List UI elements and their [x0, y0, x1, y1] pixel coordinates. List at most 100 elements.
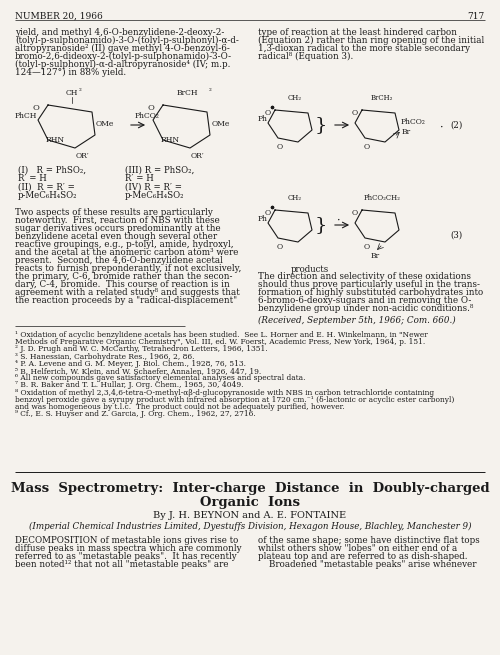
- Text: Br: Br: [370, 252, 380, 260]
- Text: yield, and methyl 4,6-O-benzylidene-2-deoxy-2-: yield, and methyl 4,6-O-benzylidene-2-de…: [15, 28, 225, 37]
- Text: BrCH₂: BrCH₂: [371, 94, 393, 102]
- Text: type of reaction at the least hindered carbon: type of reaction at the least hindered c…: [258, 28, 457, 37]
- Text: (Imperial Chemical Industries Limited, Dyestuffs Division, Hexagon House, Blachl: (Imperial Chemical Industries Limited, D…: [29, 522, 471, 531]
- Text: O: O: [148, 104, 154, 112]
- Text: ₂: ₂: [79, 85, 82, 93]
- Text: ⁵ B. Helferich, W. Klein, and W. Schaefer, Annalen, 1926, 447, 19.: ⁵ B. Helferich, W. Klein, and W. Schaefe…: [15, 367, 261, 375]
- Text: diffuse peaks in mass spectra which are commonly: diffuse peaks in mass spectra which are …: [15, 544, 241, 553]
- Text: 6-bromo-6-deoxy-sugars and in removing the O-: 6-bromo-6-deoxy-sugars and in removing t…: [258, 296, 472, 305]
- Text: present.  Second, the 4,6-O-benzylidene acetal: present. Second, the 4,6-O-benzylidene a…: [15, 256, 223, 265]
- Text: p-MeC₆H₄SO₂: p-MeC₆H₄SO₂: [125, 191, 184, 200]
- Text: been noted¹² that not all "metastable peaks" are: been noted¹² that not all "metastable pe…: [15, 560, 229, 569]
- Text: O: O: [364, 143, 370, 151]
- Text: (IV) R = R′ =: (IV) R = R′ =: [125, 183, 182, 192]
- Text: ² J. D. Prugh and W. C. McCarthy, Tetrahedron Letters, 1966, 1351.: ² J. D. Prugh and W. C. McCarthy, Tetrah…: [15, 345, 268, 354]
- Text: OMe: OMe: [212, 120, 231, 128]
- Text: whilst others show "lobes" on either end of a: whilst others show "lobes" on either end…: [258, 544, 457, 553]
- Text: ³ S. Hanessian, Carbohydrate Res., 1966, 2, 86.: ³ S. Hanessian, Carbohydrate Res., 1966,…: [15, 352, 194, 361]
- Text: altropyranoside² (II) gave methyl 4-O-benzoyl-6-: altropyranoside² (II) gave methyl 4-O-be…: [15, 44, 230, 53]
- Text: reacts to furnish preponderantly, if not exclusively,: reacts to furnish preponderantly, if not…: [15, 264, 241, 273]
- Text: PhCO₂: PhCO₂: [135, 112, 160, 120]
- Text: O: O: [364, 243, 370, 251]
- Text: 124—127°) in 88% yield.: 124—127°) in 88% yield.: [15, 68, 126, 77]
- Text: ⁸ Oxidation of methyl 2,3,4,6-tetra-O-methyl-αβ-d-glucopyranoside with NBS in ca: ⁸ Oxidation of methyl 2,3,4,6-tetra-O-me…: [15, 388, 434, 396]
- Text: R′ = H: R′ = H: [18, 174, 47, 183]
- Text: and was homogeneous by t.l.c.  The product could not be adequately purified, how: and was homogeneous by t.l.c. The produc…: [15, 403, 344, 411]
- Text: the reaction proceeds by a "radical-displacement": the reaction proceeds by a "radical-disp…: [15, 296, 237, 305]
- Text: formation of highly substituted carbohydrates into: formation of highly substituted carbohyd…: [258, 288, 483, 297]
- Text: NUMBER 20, 1966: NUMBER 20, 1966: [15, 12, 103, 21]
- Text: products: products: [291, 265, 329, 274]
- Text: ⁹ Cf., E. S. Huyser and Z. Garcia, J. Org. Chem., 1962, 27, 2716.: ⁹ Cf., E. S. Huyser and Z. Garcia, J. Or…: [15, 410, 256, 418]
- Text: ¹ Oxidation of acyclic benzylidene acetals has been studied.  See L. Horner and : ¹ Oxidation of acyclic benzylidene aceta…: [15, 331, 428, 339]
- Text: agreement with a related study⁸ and suggests that: agreement with a related study⁸ and sugg…: [15, 288, 240, 297]
- Text: radical⁸ (Equation 3).: radical⁸ (Equation 3).: [258, 52, 353, 61]
- Text: BrCH: BrCH: [176, 89, 198, 97]
- Text: (I)   R = PhSO₂,: (I) R = PhSO₂,: [18, 166, 86, 175]
- Text: R′ = H: R′ = H: [125, 174, 154, 183]
- Text: O: O: [277, 243, 283, 251]
- Text: PhCH: PhCH: [15, 112, 38, 120]
- Text: (III) R = PhSO₂,: (III) R = PhSO₂,: [125, 166, 194, 175]
- Text: ⁷ B. R. Baker and T. L. Hullar, J. Org. Chem., 1965, 30, 4049.: ⁷ B. R. Baker and T. L. Hullar, J. Org. …: [15, 381, 243, 390]
- Text: (tolyl-p-sulphonyl)-α-d-altropyranoside⁴ (IV; m.p.: (tolyl-p-sulphonyl)-α-d-altropyranoside⁴…: [15, 60, 231, 69]
- Text: O: O: [352, 109, 358, 117]
- Text: Ph: Ph: [258, 115, 268, 123]
- Text: benzylidene acetal even though several other: benzylidene acetal even though several o…: [15, 232, 217, 241]
- Text: (tolyl-p-sulphonamido)-3-O-(tolyl-p-sulphonyl)-α-d-: (tolyl-p-sulphonamido)-3-O-(tolyl-p-sulp…: [15, 36, 239, 45]
- Text: 1,3-dioxan radical to the more stable secondary: 1,3-dioxan radical to the more stable se…: [258, 44, 470, 53]
- Text: bromo-2,6-dideoxy-2-(tolyl-p-sulphonamido)-3-O-: bromo-2,6-dideoxy-2-(tolyl-p-sulphonamid…: [15, 52, 232, 61]
- Text: O: O: [265, 209, 271, 217]
- Text: ·: ·: [440, 123, 444, 133]
- Text: (3): (3): [450, 231, 462, 240]
- Text: benzoyl peroxide gave a syrupy product with infrared absorption at 1720 cm.⁻¹ (δ: benzoyl peroxide gave a syrupy product w…: [15, 396, 454, 403]
- Text: O: O: [352, 209, 358, 217]
- Text: OMe: OMe: [96, 120, 114, 128]
- Text: 717: 717: [468, 12, 485, 21]
- Text: CH₂: CH₂: [288, 194, 302, 202]
- Text: }: }: [315, 216, 328, 234]
- Text: ⁴ P. A. Levene and G. M. Meyer, J. Biol. Chem., 1928, 76, 513.: ⁴ P. A. Levene and G. M. Meyer, J. Biol.…: [15, 360, 246, 368]
- Text: noteworthy.  First, reaction of NBS with these: noteworthy. First, reaction of NBS with …: [15, 216, 220, 225]
- Text: p-MeC₆H₄SO₂: p-MeC₆H₄SO₂: [18, 191, 78, 200]
- Text: (2): (2): [450, 121, 462, 130]
- Text: The direction and selectivity of these oxidations: The direction and selectivity of these o…: [258, 272, 471, 281]
- Text: and the acetal at the anomeric carbon atom³ were: and the acetal at the anomeric carbon at…: [15, 248, 238, 257]
- Text: reactive groupings, e.g., p-tolyl, amide, hydroxyl,: reactive groupings, e.g., p-tolyl, amide…: [15, 240, 234, 249]
- Text: DECOMPOSITION of metastable ions gives rise to: DECOMPOSITION of metastable ions gives r…: [15, 536, 238, 545]
- Text: (Equation 2) rather than ring opening of the initial: (Equation 2) rather than ring opening of…: [258, 36, 484, 45]
- Text: ⁶ All new compounds gave satisfactory elemental analyses and spectral data.: ⁶ All new compounds gave satisfactory el…: [15, 374, 306, 383]
- Text: sugar derivatives occurs predominantly at the: sugar derivatives occurs predominantly a…: [15, 224, 221, 233]
- Text: OR′: OR′: [75, 152, 89, 160]
- Text: O: O: [277, 143, 283, 151]
- Text: should thus prove particularly useful in the trans-: should thus prove particularly useful in…: [258, 280, 480, 289]
- Text: }: }: [315, 116, 328, 134]
- Text: referred to as "metastable peaks".  It has recently: referred to as "metastable peaks". It ha…: [15, 552, 237, 561]
- Text: By J. H. BEYNON and A. E. FONTAINE: By J. H. BEYNON and A. E. FONTAINE: [154, 511, 346, 520]
- Text: OR′: OR′: [190, 152, 204, 160]
- Text: benzylidene group under non-acidic conditions.⁸: benzylidene group under non-acidic condi…: [258, 304, 474, 313]
- Text: O: O: [265, 109, 271, 117]
- Text: Organic  Ions: Organic Ions: [200, 496, 300, 509]
- Text: O: O: [32, 104, 40, 112]
- Text: PhCO₂CH₂: PhCO₂CH₂: [364, 194, 401, 202]
- Text: Methods of Preparative Organic Chemistry", Vol. III, ed. W. Foerst, Academic Pre: Methods of Preparative Organic Chemistry…: [15, 338, 425, 346]
- Text: plateau top and are referred to as dish-shaped.: plateau top and are referred to as dish-…: [258, 552, 468, 561]
- Text: ·: ·: [337, 216, 341, 226]
- Text: CH: CH: [66, 89, 78, 97]
- Text: Two aspects of these results are particularly: Two aspects of these results are particu…: [15, 208, 213, 217]
- Text: RHN: RHN: [160, 136, 180, 144]
- Text: ₂: ₂: [209, 85, 212, 93]
- Text: Mass  Spectrometry:  Inter-charge  Distance  in  Doubly-charged: Mass Spectrometry: Inter-charge Distance…: [10, 482, 490, 495]
- Text: PhCO₂: PhCO₂: [401, 118, 426, 126]
- Text: (II)  R = R′ =: (II) R = R′ =: [18, 183, 75, 192]
- Text: Br: Br: [402, 128, 411, 136]
- Text: Broadened "metastable peaks" arise whenever: Broadened "metastable peaks" arise whene…: [258, 560, 476, 569]
- Text: of the same shape; some have distinctive flat tops: of the same shape; some have distinctive…: [258, 536, 480, 545]
- Text: CH₂: CH₂: [288, 94, 302, 102]
- Text: RHN: RHN: [46, 136, 64, 144]
- Text: the primary, C-6, bromide rather than the secon-: the primary, C-6, bromide rather than th…: [15, 272, 233, 281]
- Text: (Received, September 5th, 1966; Com. 660.): (Received, September 5th, 1966; Com. 660…: [258, 316, 456, 325]
- Text: dary, C-4, bromide.  This course of reaction is in: dary, C-4, bromide. This course of react…: [15, 280, 230, 289]
- Text: Ph: Ph: [258, 215, 268, 223]
